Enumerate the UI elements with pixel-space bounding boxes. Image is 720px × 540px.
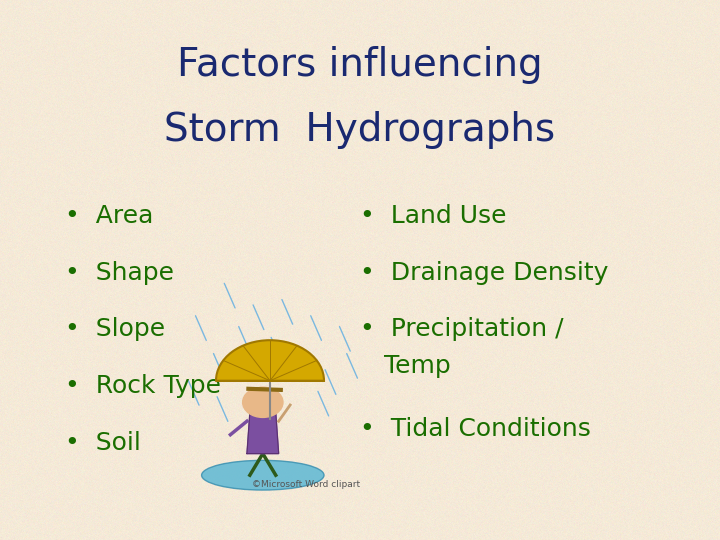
Text: Factors influencing: Factors influencing xyxy=(177,46,543,84)
Text: •  Precipitation /: • Precipitation / xyxy=(360,318,564,341)
Text: •  Area: • Area xyxy=(65,204,153,228)
Text: •  Soil: • Soil xyxy=(65,431,140,455)
Text: Storm  Hydrographs: Storm Hydrographs xyxy=(164,111,556,148)
Text: •  Drainage Density: • Drainage Density xyxy=(360,261,608,285)
Text: •  Tidal Conditions: • Tidal Conditions xyxy=(360,417,591,441)
Text: •  Slope: • Slope xyxy=(65,318,165,341)
Text: ©Microsoft Word clipart: ©Microsoft Word clipart xyxy=(252,480,360,489)
Text: •  Rock Type: • Rock Type xyxy=(65,374,221,398)
Text: •  Land Use: • Land Use xyxy=(360,204,506,228)
Text: Temp: Temp xyxy=(360,354,451,378)
Text: •  Shape: • Shape xyxy=(65,261,174,285)
Ellipse shape xyxy=(202,460,324,490)
Circle shape xyxy=(243,387,283,417)
Polygon shape xyxy=(247,413,279,454)
Wedge shape xyxy=(216,340,324,381)
